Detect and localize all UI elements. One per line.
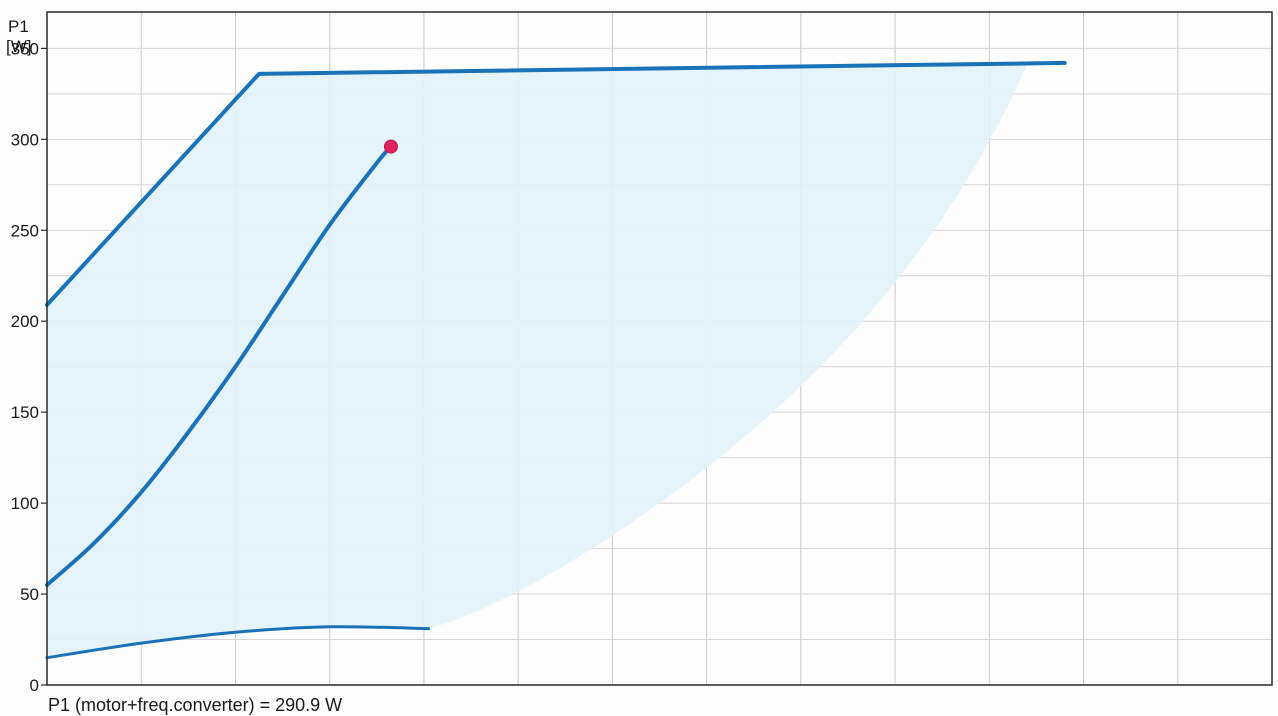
y-tick-label: 350 [11, 39, 39, 58]
y-tick-label: 250 [11, 221, 39, 240]
y-axis-label-quantity: P1 [8, 17, 29, 36]
y-tick-labels: 0 50 100 150 200 250 300 350 [11, 39, 39, 695]
operating-power-curve [45, 144, 393, 587]
y-tick-label: 0 [30, 676, 39, 695]
operating-point-marker [383, 139, 398, 154]
axes [41, 11, 1273, 686]
y-tick-label: 300 [11, 130, 39, 149]
y-tick-label: 100 [11, 494, 39, 513]
min-power-curve [45, 625, 431, 660]
max-power-curve [45, 60, 1067, 307]
power-readout: P1 (motor+freq.converter) = 290.9 W [48, 695, 342, 715]
y-tick-label: 200 [11, 312, 39, 331]
y-tick-label: 50 [20, 585, 39, 604]
y-tick-label: 150 [11, 403, 39, 422]
plot-frame [46, 11, 1273, 686]
operating-range-fill [47, 64, 1027, 658]
y-axis-label-unit: [W] [6, 37, 32, 56]
series-lines [45, 60, 1067, 660]
operating-range-region [47, 64, 1027, 658]
